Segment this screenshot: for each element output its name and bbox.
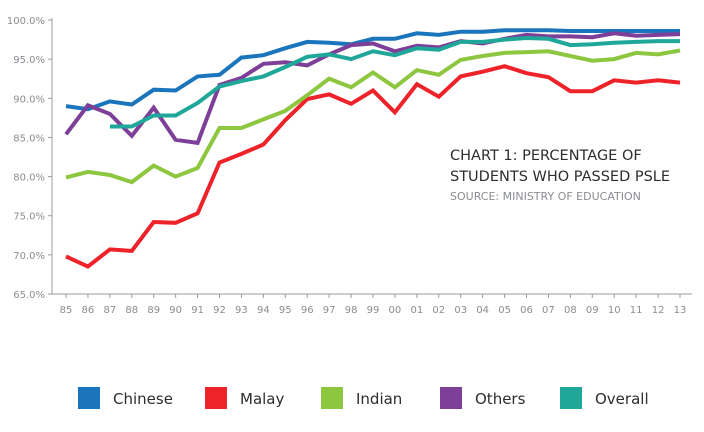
x-tick-label: 87 [103,305,116,316]
y-tick-label: 95.0% [13,55,45,66]
series-line-others [64,31,681,146]
chart-title: CHART 1: PERCENTAGE OF STUDENTS WHO PASS… [450,148,670,203]
x-tick-label: 00 [389,305,402,316]
x-tick-label: 08 [564,305,577,316]
legend-swatch-overall [560,387,582,409]
y-axis-ticks: 65.0% 70.0% 75.0% 80.0% 85.0% 90.0% 95.0% 100.0… [7,16,52,301]
x-tick-label: 06 [520,305,533,316]
x-tick-label: 10 [608,305,621,316]
x-tick-label: 88 [125,305,138,316]
x-tick-label: 96 [301,305,314,316]
series-line-chinese [65,28,680,112]
plot-area: 65.0% 70.0% 75.0% 80.0% 85.0% 90.0% 95.0% 100.0… [7,16,692,316]
legend-swatch-malay [205,387,227,409]
x-tick-label: 90 [169,305,182,316]
legend-label-malay: Malay [240,390,284,408]
x-tick-label: 89 [147,305,160,316]
x-tick-label: 01 [410,305,423,316]
y-tick-label: 75.0% [13,212,45,223]
x-tick-label: 98 [345,305,358,316]
legend-swatch-chinese [78,387,100,409]
series-lines [64,28,681,269]
y-tick-label: 100.0% [7,16,45,27]
series-line-malay [65,64,681,269]
y-tick-label: 85.0% [13,133,45,144]
series-line-overall [109,35,680,129]
legend-label-indian: Indian [356,390,402,408]
x-tick-label: 97 [323,305,336,316]
chart-title-line-1: CHART 1: PERCENTAGE OF [450,148,642,164]
x-tick-label: 13 [674,305,687,316]
legend-swatch-others [440,387,462,409]
chart-subtitle: SOURCE: MINISTRY OF EDUCATION [450,190,641,203]
x-axis-ticks: 85 86 87 88 89 90 91 92 93 94 95 96 97 98 99 00 01 02 03 04… [60,294,687,316]
y-tick-label: 70.0% [13,251,45,262]
x-tick-label: 09 [586,305,599,316]
series-line-indian [65,48,681,185]
x-tick-label: 85 [60,305,73,316]
x-tick-label: 03 [454,305,467,316]
y-tick-label: 65.0% [13,290,45,301]
x-tick-label: 02 [432,305,445,316]
legend-swatch-indian [321,387,343,409]
y-tick-label: 90.0% [13,94,45,105]
x-tick-label: 86 [82,305,95,316]
x-tick-label: 05 [498,305,511,316]
x-tick-label: 04 [476,305,489,316]
chart-title-line-2: STUDENTS WHO PASSED PSLE [450,169,670,185]
legend-label-chinese: Chinese [113,390,173,408]
y-tick-label: 80.0% [13,173,45,184]
x-tick-label: 07 [542,305,555,316]
x-tick-label: 92 [213,305,226,316]
x-tick-label: 11 [630,305,643,316]
x-tick-label: 91 [191,305,204,316]
x-tick-label: 93 [235,305,248,316]
legend-label-overall: Overall [595,390,649,408]
x-tick-label: 12 [652,305,665,316]
x-tick-label: 99 [367,305,380,316]
legend: Chinese Malay Indian Others Overall [78,387,649,409]
x-tick-label: 94 [257,305,270,316]
legend-label-others: Others [475,390,526,408]
x-tick-label: 95 [279,305,292,316]
